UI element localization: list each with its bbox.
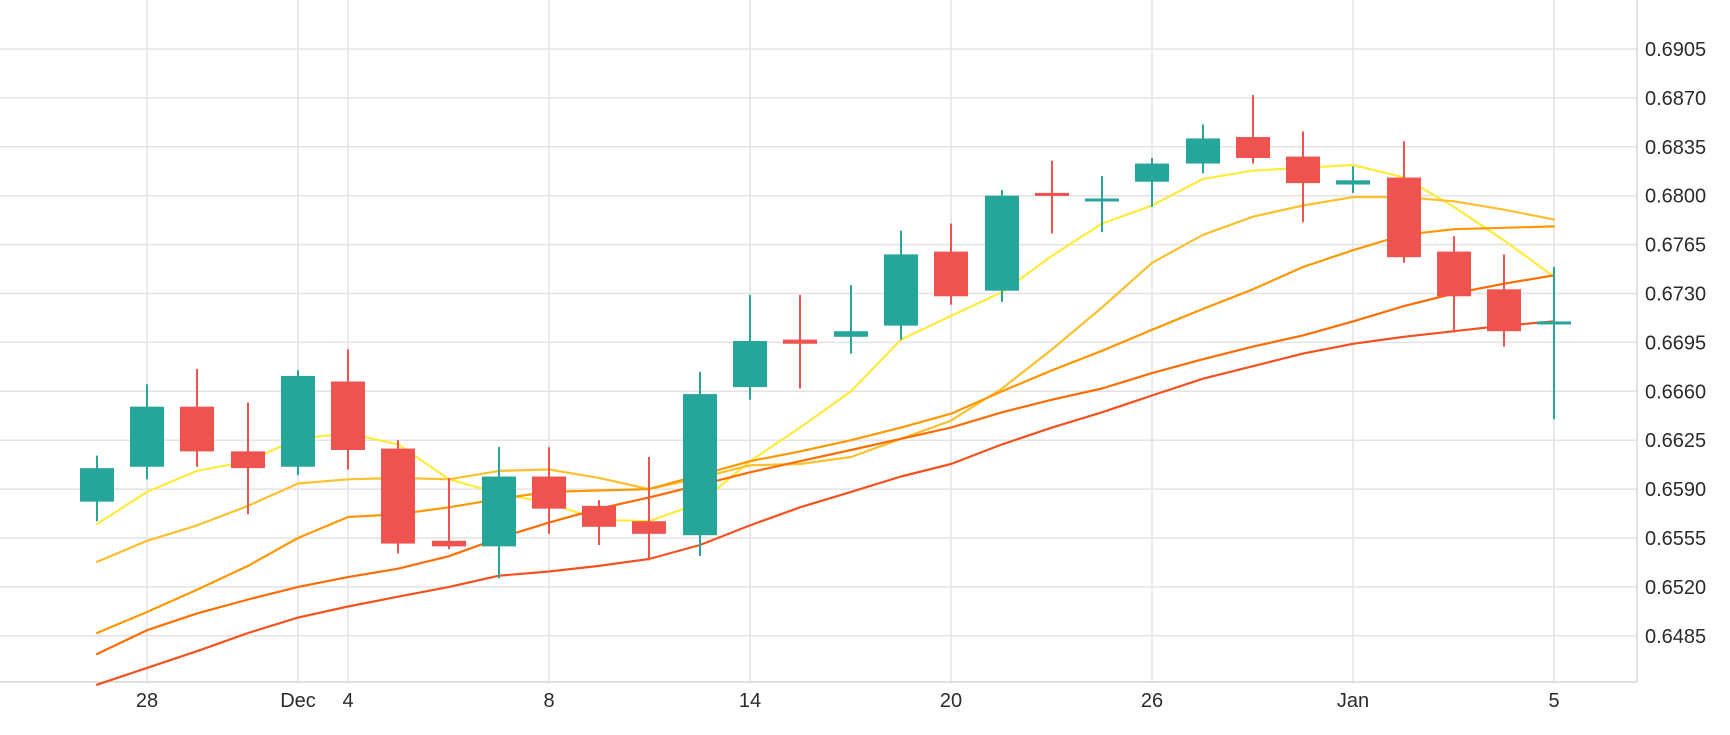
candle xyxy=(733,294,767,400)
candle-body xyxy=(1035,192,1069,196)
x-tick-label: 20 xyxy=(940,690,962,712)
candle-body xyxy=(1487,289,1521,332)
candle xyxy=(1135,157,1169,207)
candle-body xyxy=(632,521,666,534)
candle-body xyxy=(432,540,466,547)
y-axis-labels: 0.6905 0.6870 0.6835 0.6800 0.6765 0.6730 0.66… xyxy=(1645,39,1706,648)
candle-body xyxy=(733,341,767,388)
candle xyxy=(1286,131,1320,223)
candle-layer xyxy=(80,95,1571,579)
y-tick-label: 0.6695 xyxy=(1645,332,1706,354)
candle-body xyxy=(532,476,566,509)
candle-body xyxy=(1186,138,1220,164)
y-tick-label: 0.6520 xyxy=(1645,577,1706,599)
candle xyxy=(180,368,214,467)
y-tick-label: 0.6800 xyxy=(1645,186,1706,208)
candle xyxy=(632,456,666,561)
candle-body xyxy=(1236,137,1270,158)
y-tick-label: 0.6625 xyxy=(1645,430,1706,452)
candle xyxy=(934,223,968,305)
candle-body xyxy=(1085,198,1119,202)
candle xyxy=(331,349,365,470)
candle-body xyxy=(130,406,164,467)
candle xyxy=(1487,254,1521,347)
y-tick-label: 0.6660 xyxy=(1645,381,1706,403)
candle-body xyxy=(884,254,918,326)
y-tick-label: 0.6905 xyxy=(1645,39,1706,61)
moving-average-line xyxy=(95,225,1556,635)
y-tick-label: 0.6870 xyxy=(1645,88,1706,110)
grid-layer xyxy=(0,0,1637,682)
candle xyxy=(1035,160,1069,234)
moving-average-line xyxy=(95,320,1556,686)
candle-body xyxy=(1135,163,1169,182)
candle xyxy=(884,230,918,340)
candle xyxy=(582,500,616,545)
candle-body xyxy=(1437,251,1471,297)
x-tick-label: 28 xyxy=(136,690,158,712)
candle-body xyxy=(1387,177,1421,258)
x-tick-label: Dec xyxy=(280,690,316,712)
candle xyxy=(1236,95,1270,164)
candle xyxy=(1537,266,1571,420)
candle-body xyxy=(834,331,868,337)
candle xyxy=(80,455,114,522)
candle-body xyxy=(180,406,214,452)
x-tick-label: 5 xyxy=(1548,690,1559,712)
x-tick-label: 26 xyxy=(1141,690,1163,712)
candle-body xyxy=(1336,180,1370,185)
candle-body xyxy=(582,505,616,527)
candle xyxy=(1186,124,1220,174)
x-tick-label: 14 xyxy=(739,690,761,712)
y-tick-label: 0.6730 xyxy=(1645,284,1706,306)
moving-average-line xyxy=(95,274,1556,656)
y-tick-label: 0.6590 xyxy=(1645,479,1706,501)
moving-average-line xyxy=(95,196,1556,563)
candle xyxy=(532,447,566,534)
candle xyxy=(130,384,164,480)
candle xyxy=(231,402,265,515)
candle xyxy=(281,370,315,476)
candle-body xyxy=(1286,156,1320,184)
y-tick-label: 0.6765 xyxy=(1645,235,1706,257)
x-tick-label: 4 xyxy=(342,690,353,712)
x-axis-labels: 28 Dec 4 8 14 20 26 Jan 5 xyxy=(136,690,1560,712)
y-tick-label: 0.6555 xyxy=(1645,528,1706,550)
y-tick-label: 0.6485 xyxy=(1645,626,1706,648)
axis-layer xyxy=(0,0,1638,683)
candle-body xyxy=(381,448,415,544)
moving-average-line xyxy=(95,163,1556,526)
candle-body xyxy=(683,394,717,536)
x-tick-label: Jan xyxy=(1337,690,1369,712)
candle-body xyxy=(331,381,365,450)
candle xyxy=(432,477,466,550)
candle xyxy=(1387,141,1421,263)
candle-body xyxy=(281,375,315,467)
moving-average-layer xyxy=(95,163,1556,686)
candle xyxy=(1336,166,1370,193)
candle-body xyxy=(231,451,265,469)
y-tick-label: 0.6835 xyxy=(1645,137,1706,159)
candle-body xyxy=(783,339,817,344)
candle-body xyxy=(80,468,114,502)
candle-body xyxy=(985,195,1019,291)
candle-body xyxy=(934,251,968,297)
candle xyxy=(834,285,868,354)
candle xyxy=(783,294,817,389)
candle-body xyxy=(482,476,516,547)
candle xyxy=(482,447,516,579)
candle xyxy=(381,440,415,554)
x-tick-label: 8 xyxy=(543,690,554,712)
candle-body xyxy=(1537,321,1571,325)
candle xyxy=(1085,176,1119,233)
candle xyxy=(1437,236,1471,333)
candle xyxy=(985,190,1019,302)
candle xyxy=(683,371,717,557)
